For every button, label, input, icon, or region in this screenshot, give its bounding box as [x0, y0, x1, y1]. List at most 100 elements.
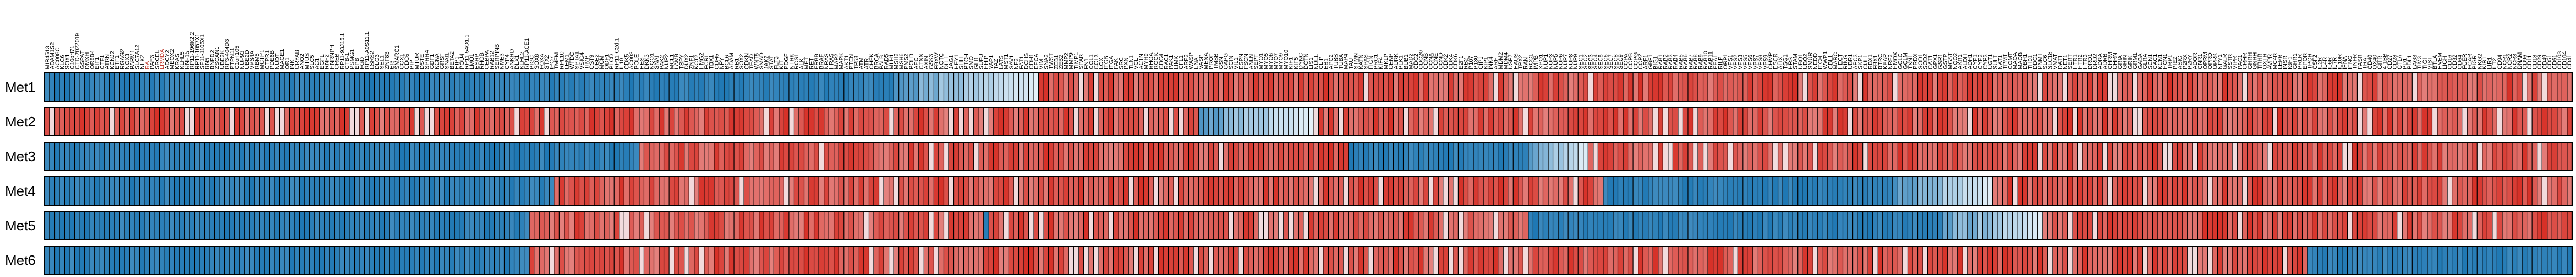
heatmap-cell — [225, 212, 229, 239]
heatmap-cell — [2212, 143, 2217, 170]
heatmap-cell — [1998, 212, 2002, 239]
heatmap-cell — [1339, 108, 1343, 135]
column-label: IL4R — [2322, 57, 2328, 69]
heatmap-cell — [170, 143, 174, 170]
heatmap-cell — [359, 247, 364, 274]
heatmap-cell — [2167, 212, 2173, 239]
heatmap-cell — [1154, 212, 1158, 239]
heatmap-cell — [2262, 177, 2267, 205]
heatmap-cell — [979, 212, 984, 239]
heatmap-cell — [2392, 108, 2397, 135]
heatmap-cell — [180, 212, 184, 239]
heatmap-cell — [1309, 177, 1313, 205]
heatmap-cell — [1978, 212, 1982, 239]
heatmap-cell — [409, 108, 414, 135]
heatmap-cell — [1148, 247, 1154, 274]
heatmap-cell — [1993, 73, 1998, 101]
heatmap-cell — [255, 247, 259, 274]
heatmap-cell — [2108, 247, 2112, 274]
heatmap-cell — [2088, 108, 2092, 135]
heatmap-cell — [1983, 143, 1988, 170]
heatmap-cell — [1888, 108, 1893, 135]
heatmap-cell — [1368, 143, 1373, 170]
heatmap-cell — [284, 247, 289, 274]
heatmap-cell — [145, 212, 149, 239]
heatmap-cell — [2222, 177, 2227, 205]
heatmap-cell — [1488, 143, 1493, 170]
column-label: LIGH — [2442, 56, 2448, 69]
column-label: RB2 — [1463, 58, 1469, 69]
heatmap-cell — [1418, 247, 1423, 274]
heatmap-cell — [375, 212, 379, 239]
column-label: NRAS — [824, 53, 830, 69]
column-label: GSK3 — [928, 54, 935, 69]
heatmap-cell — [2248, 73, 2252, 101]
heatmap-cell — [70, 212, 74, 239]
heatmap-cell — [1373, 212, 1378, 239]
heatmap-cell — [2557, 212, 2562, 239]
heatmap-cell — [280, 108, 284, 135]
heatmap-cell — [1573, 108, 1578, 135]
heatmap-cell — [109, 247, 115, 274]
heatmap-cell — [2367, 212, 2372, 239]
heatmap-cell — [1628, 143, 1633, 170]
heatmap-cell — [245, 212, 249, 239]
heatmap-cell — [1713, 212, 1718, 239]
heatmap-cell — [469, 143, 474, 170]
heatmap-cell — [544, 73, 549, 101]
heatmap-cell — [2303, 108, 2307, 135]
heatmap-cell — [1054, 73, 1059, 101]
column-label: LOX — [1098, 57, 1104, 69]
heatmap-cell — [2277, 177, 2282, 205]
heatmap-cell — [1089, 247, 1093, 274]
heatmap-cell — [984, 143, 989, 170]
heatmap-cell — [394, 143, 399, 170]
heatmap-cell — [689, 212, 694, 239]
heatmap-cell — [1099, 73, 1103, 101]
heatmap-cell — [284, 108, 289, 135]
heatmap-cell — [809, 212, 814, 239]
heatmap-cell — [174, 73, 180, 101]
heatmap-cell — [1793, 108, 1798, 135]
column-label: TP53 — [853, 56, 860, 69]
heatmap-cell — [794, 247, 799, 274]
heatmap-cell — [2272, 212, 2277, 239]
heatmap-cell — [2078, 73, 2082, 101]
heatmap-cell — [1843, 108, 1848, 135]
heatmap-cell — [1563, 212, 1568, 239]
heatmap-cell — [1863, 73, 1868, 101]
heatmap-cell — [864, 73, 869, 101]
heatmap-cell — [2472, 177, 2477, 205]
heatmap-cell — [1264, 212, 1268, 239]
heatmap-cell — [1653, 143, 1658, 170]
heatmap-cell — [2027, 143, 2033, 170]
heatmap-cell — [2457, 247, 2462, 274]
heatmap-cell — [759, 212, 764, 239]
column-label: TAU — [1348, 58, 1354, 69]
heatmap-cell — [1808, 73, 1813, 101]
column-label: RAB2 — [1663, 54, 1669, 69]
heatmap-cell — [365, 212, 369, 239]
heatmap-cell — [2342, 108, 2347, 135]
column-label: GRIN — [2122, 55, 2129, 69]
heatmap-cell — [994, 108, 999, 135]
column-label: RAB5 — [1678, 54, 1684, 69]
column-label: RBX1 — [1868, 54, 1874, 69]
column-label: UBR1 — [1847, 54, 1854, 69]
heatmap-cell — [1209, 73, 1213, 101]
column-label: VSIG4 — [579, 52, 585, 69]
heatmap-cell — [355, 73, 359, 101]
heatmap-cell — [1533, 143, 1538, 170]
column-label: CTNN — [918, 53, 925, 69]
heatmap-cell — [1039, 108, 1044, 135]
heatmap-cell — [599, 108, 604, 135]
heatmap-cell — [2477, 73, 2482, 101]
heatmap-cell — [559, 177, 564, 205]
heatmap-cell — [1258, 212, 1263, 239]
heatmap-cell — [120, 247, 125, 274]
heatmap-cell — [2457, 108, 2462, 135]
heatmap-cell — [324, 212, 330, 239]
heatmap-cell — [1183, 108, 1188, 135]
column-label: PTEN — [849, 54, 855, 69]
heatmap-cell — [534, 177, 539, 205]
